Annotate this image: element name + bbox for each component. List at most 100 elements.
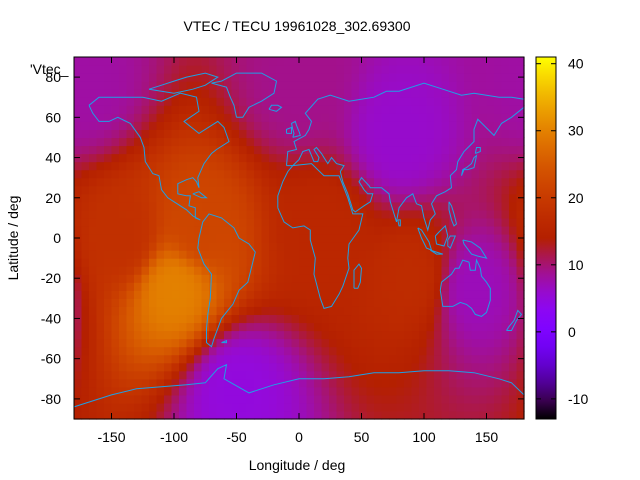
heatmap-cell <box>314 354 323 364</box>
heatmap-cell <box>471 185 480 195</box>
heatmap-cell <box>141 306 150 316</box>
heatmap-cell <box>126 153 135 163</box>
heatmap-cell <box>336 113 345 122</box>
heatmap-cell <box>164 121 173 130</box>
heatmap-cell <box>426 282 435 291</box>
heatmap-cell <box>254 370 263 380</box>
heatmap-cell <box>89 89 98 98</box>
heatmap-cell <box>471 346 480 356</box>
heatmap-cell <box>306 298 315 307</box>
heatmap-cell <box>426 225 435 235</box>
heatmap-cell <box>111 386 120 396</box>
heatmap-cell <box>381 105 390 114</box>
heatmap-cell <box>404 209 413 219</box>
heatmap-cell <box>501 81 510 90</box>
heatmap-cell <box>351 153 360 163</box>
heatmap-cell <box>471 73 480 82</box>
heatmap-cell <box>494 370 503 380</box>
heatmap-cell <box>134 201 143 211</box>
heatmap-cell <box>396 89 405 98</box>
heatmap-cell <box>441 217 450 227</box>
heatmap-cell <box>299 145 308 155</box>
heatmap-cell <box>374 394 383 404</box>
heatmap-cell <box>359 394 368 404</box>
heatmap-cell <box>179 402 188 412</box>
heatmap-cell <box>374 113 383 122</box>
heatmap-cell <box>441 113 450 122</box>
heatmap-cell <box>419 338 428 348</box>
heatmap-cell <box>246 233 255 243</box>
heatmap-cell <box>269 153 278 163</box>
heatmap-cell <box>209 290 218 299</box>
heatmap-cell <box>156 242 165 251</box>
heatmap-cell <box>374 410 383 420</box>
heatmap-cell <box>89 338 98 348</box>
heatmap-cell <box>171 201 180 211</box>
heatmap-cell <box>441 81 450 90</box>
heatmap-cell <box>336 73 345 82</box>
heatmap-cell <box>441 201 450 211</box>
coastline <box>197 213 256 348</box>
heatmap-cell <box>329 386 338 396</box>
heatmap-cell <box>164 81 173 90</box>
heatmap-cell <box>314 314 323 324</box>
heatmap-cell <box>201 97 210 106</box>
heatmap-cell <box>449 370 458 380</box>
heatmap-cell <box>276 306 285 316</box>
heatmap-cell <box>111 410 120 420</box>
heatmap-cell <box>284 370 293 380</box>
heatmap-cell <box>111 153 120 163</box>
heatmap-cell <box>231 89 240 98</box>
heatmap-cell <box>501 225 510 235</box>
heatmap-cell <box>434 177 443 187</box>
heatmap-cell <box>284 57 293 66</box>
heatmap-cell <box>171 185 180 195</box>
heatmap-cell <box>486 354 495 364</box>
heatmap-cell <box>321 105 330 114</box>
heatmap-cell <box>494 338 503 348</box>
heatmap-cell <box>426 233 435 243</box>
heatmap-cell <box>344 121 353 130</box>
heatmap-cell <box>261 129 270 139</box>
heatmap-cell <box>344 346 353 356</box>
heatmap-cell <box>509 129 518 139</box>
heatmap-cell <box>396 338 405 348</box>
heatmap-cell <box>254 81 263 90</box>
heatmap-cell <box>104 153 113 163</box>
heatmap-cell <box>314 89 323 98</box>
heatmap-cell <box>494 314 503 324</box>
heatmap-cell <box>119 314 128 324</box>
heatmap-cell <box>134 274 143 283</box>
heatmap-cell <box>179 290 188 299</box>
heatmap-cell <box>194 153 203 163</box>
heatmap-cell <box>464 330 473 340</box>
heatmap-cell <box>389 410 398 420</box>
heatmap-cell <box>494 354 503 364</box>
heatmap-cell <box>291 57 300 66</box>
heatmap-cell <box>366 378 375 388</box>
heatmap-cell <box>254 274 263 283</box>
heatmap-cell <box>209 217 218 227</box>
heatmap-cell <box>389 65 398 74</box>
coastline <box>397 219 401 227</box>
heatmap-cell <box>351 65 360 74</box>
heatmap-cell <box>449 177 458 187</box>
heatmap-cell <box>449 217 458 227</box>
heatmap-cell <box>119 378 128 388</box>
heatmap-cell <box>209 378 218 388</box>
heatmap-cell <box>306 161 315 171</box>
heatmap-cell <box>344 322 353 332</box>
heatmap-cell <box>396 57 405 66</box>
heatmap-cell <box>501 354 510 364</box>
heatmap-cell <box>89 258 98 267</box>
heatmap-cell <box>329 410 338 420</box>
heatmap-cell <box>111 314 120 324</box>
heatmap-cell <box>449 394 458 404</box>
heatmap-cell <box>194 89 203 98</box>
heatmap-cell <box>119 65 128 74</box>
heatmap-cell <box>149 306 158 316</box>
heatmap-cell <box>179 193 188 203</box>
heatmap-cell <box>284 242 293 251</box>
heatmap-cell <box>426 250 435 259</box>
heatmap-cell <box>456 161 465 171</box>
